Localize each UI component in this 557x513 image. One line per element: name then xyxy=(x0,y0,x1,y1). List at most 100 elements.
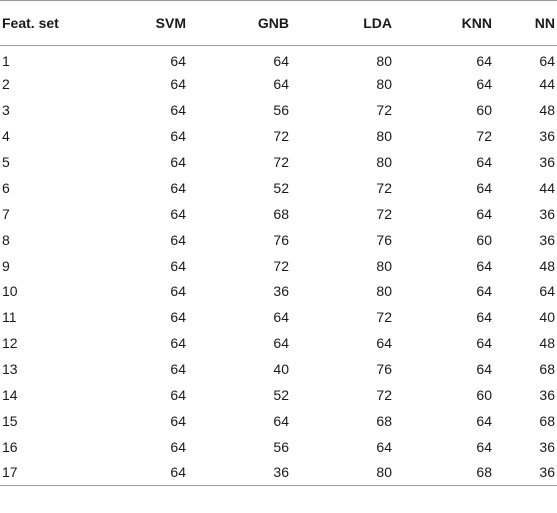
cell-svm: 64 xyxy=(170,154,186,170)
cell-feat-set: 17 xyxy=(0,459,114,487)
cell-nn: 40 xyxy=(539,309,555,326)
table-row: 9 64 72 80 64 48 xyxy=(0,253,557,279)
cell-lda: 80 xyxy=(376,283,392,300)
cell-knn: 64 xyxy=(476,438,492,455)
header-gnb: GNB xyxy=(210,0,313,46)
cell-gnb: 64 xyxy=(273,53,289,70)
header-knn: KNN xyxy=(416,0,516,46)
cell-gnb: 72 xyxy=(273,128,289,145)
cell-nn: 44 xyxy=(539,76,555,93)
cell-knn: 72 xyxy=(476,128,492,145)
cell-svm: 64 xyxy=(170,205,186,222)
cell-feat-set: 10 xyxy=(2,283,18,300)
results-table: Feat. set SVM GNB LDA KNN NN 1 64 64 80 64 64… xyxy=(0,0,557,487)
cell-feat-set: 14 xyxy=(2,387,18,404)
cell-feat-set: 7 xyxy=(2,205,10,222)
cell-nn: 44 xyxy=(539,179,555,196)
header-lda: LDA xyxy=(313,0,416,46)
cell-lda: 64 xyxy=(376,335,392,352)
table-row: 6 64 52 72 64 44 xyxy=(0,175,557,201)
cell-gnb: 76 xyxy=(273,231,289,248)
cell-feat-set: 8 xyxy=(2,231,10,248)
cell-svm: 64 xyxy=(170,102,186,119)
cell-feat-set: 15 xyxy=(2,412,18,429)
cell-gnb: 64 xyxy=(273,309,289,326)
cell-nn: 36 xyxy=(539,387,555,404)
table-row: 13 64 40 76 64 68 xyxy=(0,356,557,382)
cell-svm: 64 xyxy=(170,257,186,274)
cell-knn: 60 xyxy=(476,387,492,404)
cell-knn: 64 xyxy=(476,309,492,326)
cell-lda: 64 xyxy=(376,438,392,455)
cell-gnb: 56 xyxy=(273,102,289,119)
table-row: 4 64 72 80 72 36 xyxy=(0,123,557,149)
cell-nn: 48 xyxy=(539,257,555,274)
cell-feat-set: 16 xyxy=(2,438,18,455)
cell-gnb: 68 xyxy=(273,205,289,222)
table-row: 2 64 64 80 64 44 xyxy=(0,71,557,97)
cell-svm: 64 xyxy=(170,387,186,404)
cell-lda: 80 xyxy=(376,257,392,274)
cell-lda: 76 xyxy=(376,361,392,378)
cell-lda: 72 xyxy=(376,179,392,196)
cell-svm: 64 xyxy=(170,309,186,326)
cell-feat-set: 13 xyxy=(2,361,18,378)
cell-nn: 36 xyxy=(539,128,555,145)
table-row: 5 64 72 80 64 36 xyxy=(0,149,557,175)
cell-lda: 80 xyxy=(376,53,392,70)
cell-lda: 80 xyxy=(376,154,392,170)
cell-svm: 64 xyxy=(170,179,186,196)
header-feat-set: Feat. set xyxy=(0,0,114,46)
table-row: 17 64 36 80 68 36 xyxy=(0,459,557,487)
cell-nn: 68 xyxy=(539,361,555,378)
cell-lda: 76 xyxy=(376,231,392,248)
cell-gnb: 36 xyxy=(273,283,289,300)
cell-gnb: 52 xyxy=(273,179,289,196)
table-row: 15 64 64 68 64 68 xyxy=(0,408,557,434)
cell-knn: 64 xyxy=(476,154,492,170)
cell-nn: 36 xyxy=(539,438,555,455)
cell-lda: 80 xyxy=(376,76,392,93)
cell-gnb: 64 xyxy=(273,76,289,93)
cell-nn: 36 xyxy=(516,459,557,487)
table-row: 7 64 68 72 64 36 xyxy=(0,201,557,227)
cell-nn: 48 xyxy=(539,335,555,352)
cell-lda: 80 xyxy=(376,128,392,145)
cell-feat-set: 12 xyxy=(2,335,18,352)
table-row: 16 64 56 64 64 36 xyxy=(0,434,557,460)
table-body: 1 64 64 80 64 64 2 64 64 80 64 44 3 64 56 72 60 48 4 64 72 80… xyxy=(0,46,557,487)
table-row: 10 64 36 80 64 64 xyxy=(0,279,557,305)
cell-svm: 64 xyxy=(170,231,186,248)
cell-knn: 60 xyxy=(476,231,492,248)
cell-knn: 64 xyxy=(476,283,492,300)
cell-lda: 68 xyxy=(376,412,392,429)
cell-knn: 64 xyxy=(476,335,492,352)
cell-feat-set: 6 xyxy=(2,179,10,196)
table-row: 11 64 64 72 64 40 xyxy=(0,304,557,330)
cell-nn: 36 xyxy=(539,154,555,170)
cell-gnb: 72 xyxy=(273,257,289,274)
cell-knn: 68 xyxy=(416,459,516,487)
cell-knn: 64 xyxy=(476,205,492,222)
cell-lda: 72 xyxy=(376,309,392,326)
cell-nn: 48 xyxy=(539,102,555,119)
cell-gnb: 64 xyxy=(273,412,289,429)
cell-gnb: 40 xyxy=(273,361,289,378)
table-row: 3 64 56 72 60 48 xyxy=(0,97,557,123)
header-row: Feat. set SVM GNB LDA KNN NN xyxy=(0,0,557,46)
cell-knn: 60 xyxy=(476,102,492,119)
table-row: 1 64 64 80 64 64 xyxy=(0,46,557,72)
cell-feat-set: 4 xyxy=(2,128,10,145)
table-row: 14 64 52 72 60 36 xyxy=(0,382,557,408)
cell-lda: 72 xyxy=(376,205,392,222)
cell-lda: 72 xyxy=(376,102,392,119)
cell-svm: 64 xyxy=(170,361,186,378)
cell-feat-set: 3 xyxy=(2,102,10,119)
header-nn: NN xyxy=(516,0,557,46)
cell-knn: 64 xyxy=(476,412,492,429)
cell-nn: 68 xyxy=(539,412,555,429)
cell-feat-set: 5 xyxy=(2,154,10,170)
cell-svm: 64 xyxy=(170,438,186,455)
cell-gnb: 56 xyxy=(273,438,289,455)
cell-feat-set: 11 xyxy=(2,309,17,326)
